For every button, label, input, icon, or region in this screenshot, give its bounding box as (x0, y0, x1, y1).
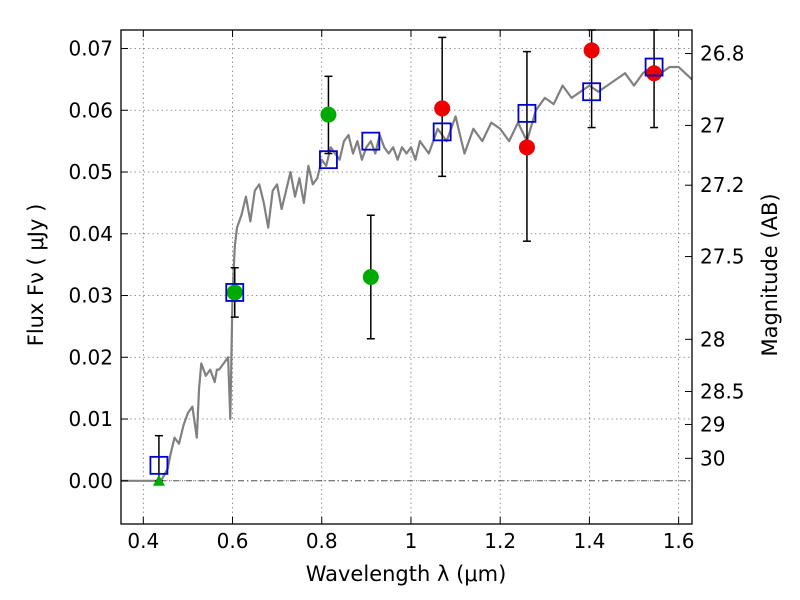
y2-tick-label: 27.5 (700, 245, 745, 269)
green-data-point (320, 106, 337, 123)
model-photometry-box (225, 283, 245, 302)
y-tick-label: 0.04 (68, 222, 113, 246)
x-tick-label: 0.6 (217, 529, 249, 553)
series-layer (121, 29, 693, 486)
y2-tick-label: 28 (700, 327, 725, 351)
x-tick-label: 0.4 (127, 529, 159, 553)
model-photometry-box (582, 82, 602, 102)
x-axis-title: Wavelength λ (μm) (306, 562, 507, 586)
y2-tick-label: 29 (700, 412, 725, 436)
model-photometry-box (644, 57, 664, 77)
green-data-point (362, 269, 379, 285)
green-data-point (226, 284, 243, 301)
axes-layer: 0.4 0.6 0.8 1 1.2 1.4 1.6 0.00 0.01 0.02 0.03 0.04 0… (68, 30, 745, 553)
red-data-point (518, 139, 535, 156)
y-tick-label: 0.00 (68, 469, 113, 493)
y-tick-label: 0.03 (68, 284, 113, 308)
model-photometry-box (517, 103, 537, 123)
y2-tick-label: 30 (700, 446, 725, 470)
model-photometry-box (319, 150, 338, 170)
y-tick-label: 0.01 (68, 407, 113, 431)
red-data-point (646, 65, 663, 82)
y-tick-label: 0.06 (68, 98, 113, 122)
red-data-point (434, 100, 451, 117)
red-data-point (583, 42, 600, 59)
y-tick-label: 0.05 (68, 160, 113, 184)
y2-tick-label: 26.8 (700, 42, 745, 66)
x-tick-label: 0.8 (306, 529, 338, 553)
model-photometry-box (432, 122, 452, 142)
y2-tick-label: 28.5 (700, 380, 745, 404)
plot-frame (120, 29, 693, 525)
x-tick-label: 1.2 (484, 529, 516, 553)
upper-limit-marker (152, 474, 165, 486)
y-tick-label: 0.07 (68, 37, 113, 61)
y-axis-title: Flux Fν ( μJy ) (24, 204, 48, 347)
x-tick-label: 1 (405, 529, 418, 553)
model-photometry-box (361, 131, 381, 151)
y2-tick-label: 27.2 (700, 173, 745, 197)
x-tick-label: 1.6 (663, 529, 695, 553)
model-photometry-box (149, 455, 169, 475)
y-tick-label: 0.02 (68, 345, 113, 369)
x-tick-label: 1.4 (573, 529, 605, 553)
y2-axis-title: Magnitude (AB) (758, 193, 782, 356)
y2-tick-label: 27 (700, 113, 725, 137)
sed-model-line (121, 65, 693, 482)
